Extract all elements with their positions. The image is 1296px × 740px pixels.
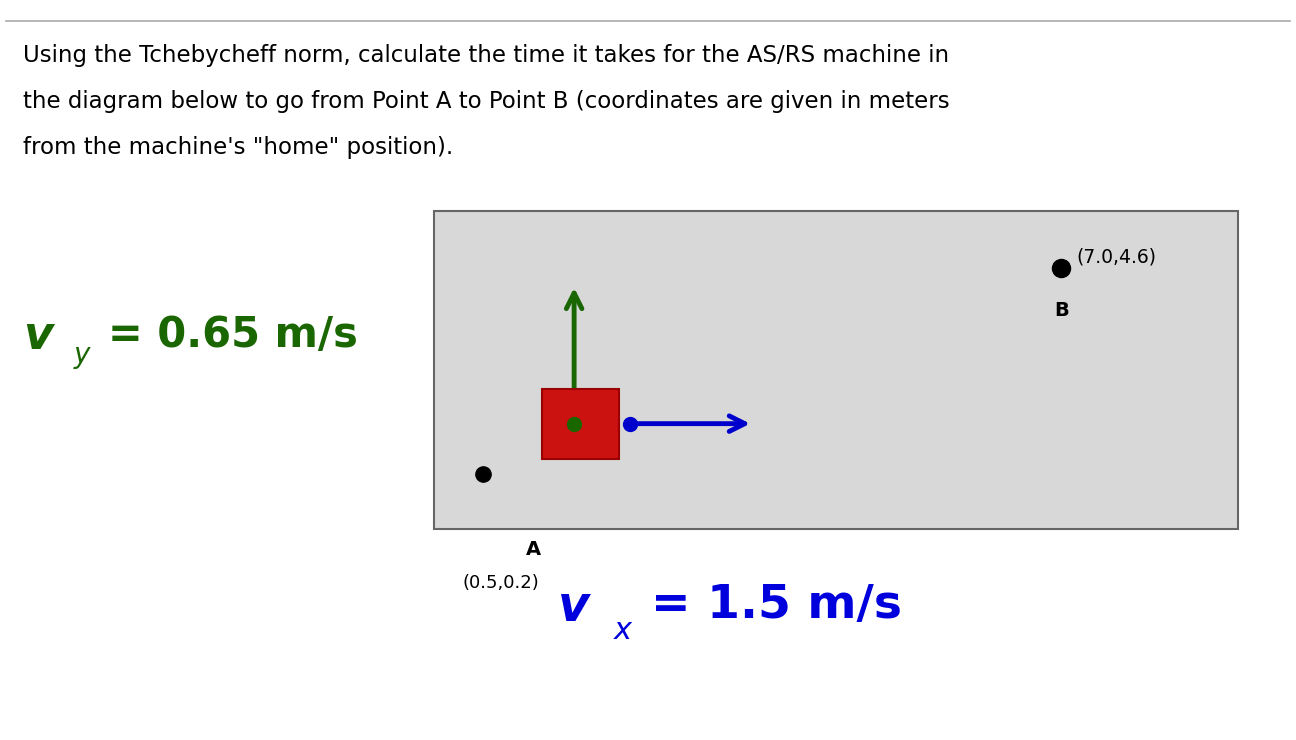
Text: = 0.65 m/s: = 0.65 m/s bbox=[108, 314, 358, 356]
Text: from the machine's "home" position).: from the machine's "home" position). bbox=[23, 136, 454, 159]
Text: $\it{y}$: $\it{y}$ bbox=[73, 343, 92, 371]
Text: = 1.5 m/s: = 1.5 m/s bbox=[651, 583, 902, 628]
Text: B: B bbox=[1055, 301, 1069, 320]
Text: (0.5,0.2): (0.5,0.2) bbox=[463, 574, 539, 591]
Text: the diagram below to go from Point A to Point B (coordinates are given in meters: the diagram below to go from Point A to … bbox=[23, 90, 950, 113]
Text: $\bfit{v}$: $\bfit{v}$ bbox=[557, 583, 592, 630]
Bar bbox=[434, 211, 1238, 529]
Text: (7.0,4.6): (7.0,4.6) bbox=[1077, 248, 1156, 266]
Bar bbox=[542, 388, 619, 459]
Text: $\it{x}$: $\it{x}$ bbox=[613, 616, 634, 645]
Text: Using the Tchebycheff norm, calculate the time it takes for the AS/RS machine in: Using the Tchebycheff norm, calculate th… bbox=[23, 44, 950, 67]
Text: $\bfit{v}$: $\bfit{v}$ bbox=[23, 314, 57, 359]
Text: A: A bbox=[526, 540, 542, 559]
